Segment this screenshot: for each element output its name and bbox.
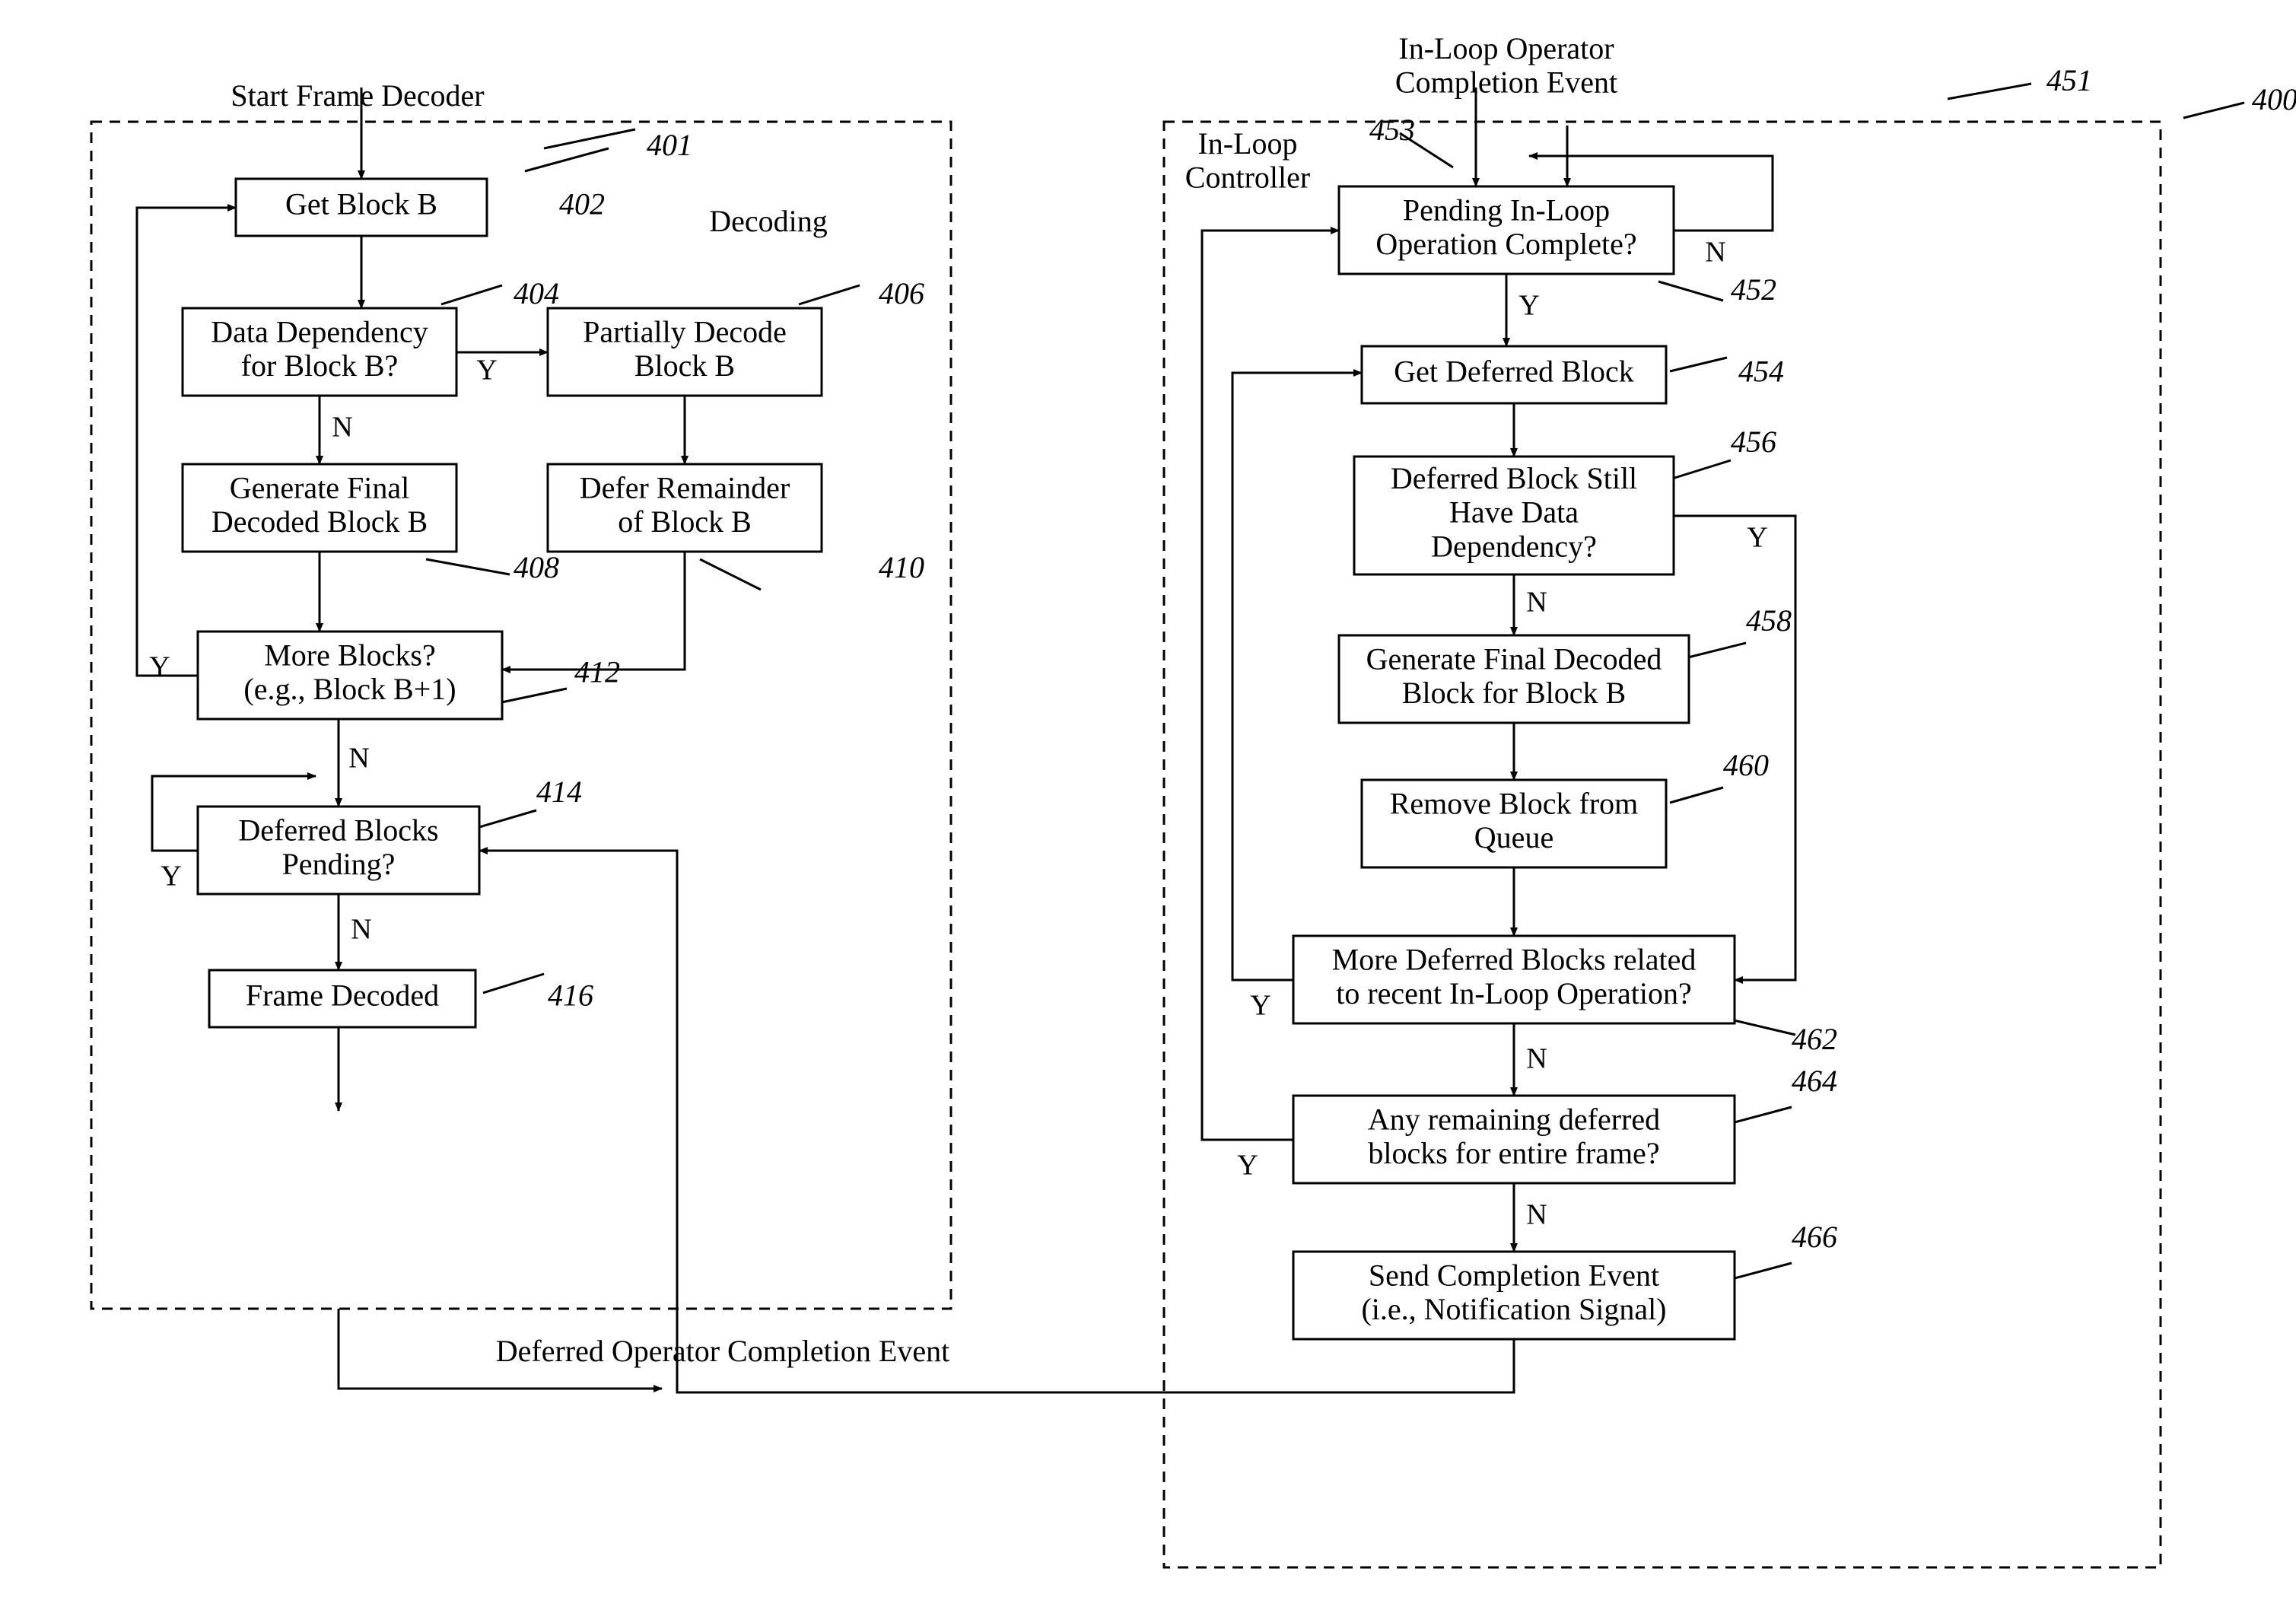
edge-label: N [1526,1199,1547,1231]
ref-456: 456 [1731,425,1776,459]
svg-text:Block for Block B: Block for Block B [1402,676,1626,710]
svg-text:to recent In-Loop Operation?: to recent In-Loop Operation? [1336,976,1692,1010]
svg-text:Pending?: Pending? [282,847,396,881]
svg-text:Deferred Operator Completion E: Deferred Operator Completion Event [496,1334,949,1368]
svg-text:Partially Decode: Partially Decode [583,314,787,348]
svg-text:Remove Block from: Remove Block from [1390,786,1639,820]
edge-label: Y [161,861,181,892]
svg-text:Completion Event: Completion Event [1395,65,1617,100]
edge-label: Y [476,355,497,387]
ref-464: 464 [1792,1064,1837,1098]
svg-text:In-Loop: In-Loop [1197,126,1297,161]
ref-400: 400 [2252,82,2296,116]
ref-416: 416 [548,978,593,1013]
svg-text:(i.e., Notification Signal): (i.e., Notification Signal) [1361,1292,1666,1326]
ref-414: 414 [536,775,582,809]
svg-text:Decoded Block B: Decoded Block B [211,504,428,539]
svg-text:Operation Complete?: Operation Complete? [1375,227,1636,261]
edge-label: Y [1237,1150,1258,1182]
flow-edge [137,208,236,676]
edge-label: Y [1518,290,1539,322]
edge-label: N [1705,237,1725,269]
svg-text:Frame Decoded: Frame Decoded [246,978,439,1013]
ref-404: 404 [514,276,559,310]
flowchart-diagram: Start Frame Decoder Decoding In-Loop Opera… [0,0,2296,1610]
svg-text:Get Block B: Get Block B [285,187,437,221]
svg-text:Deferred Block Still: Deferred Block Still [1391,461,1637,495]
ref-462: 462 [1792,1022,1837,1056]
edge-label: Y [1250,990,1270,1022]
svg-text:Start Frame Decoder: Start Frame Decoder [231,78,484,113]
ref-454: 454 [1738,355,1784,389]
svg-text:for Block B?: for Block B? [241,348,399,383]
edge-label: N [1526,587,1547,619]
ref-458: 458 [1746,603,1792,638]
ref-453: 453 [1369,113,1415,147]
svg-text:Defer Remainder: Defer Remainder [580,470,790,504]
svg-text:blocks for entire frame?: blocks for entire frame? [1368,1136,1659,1170]
svg-text:of Block B: of Block B [618,504,752,539]
svg-text:Get Deferred Block: Get Deferred Block [1394,355,1633,389]
svg-text:Block B: Block B [634,348,735,383]
ref-451: 451 [2046,63,2092,97]
ref-401: 401 [647,128,692,162]
ref-406: 406 [879,276,924,310]
ref-452: 452 [1731,272,1776,307]
ref-402: 402 [559,187,605,221]
svg-text:Data Dependency: Data Dependency [211,314,428,348]
svg-text:Generate Final Decoded: Generate Final Decoded [1366,641,1662,676]
svg-text:Dependency?: Dependency? [1431,529,1597,563]
ref-466: 466 [1792,1220,1837,1254]
edge-label: Y [149,651,170,683]
svg-text:Send Completion Event: Send Completion Event [1369,1258,1659,1292]
edge-label: N [348,743,369,775]
ref-412: 412 [574,655,620,689]
ref-408: 408 [514,550,559,584]
ref-460: 460 [1723,748,1769,782]
svg-text:(e.g., Block B+1): (e.g., Block B+1) [243,672,456,706]
edge-label: N [351,914,371,946]
svg-text:Controller: Controller [1185,161,1310,195]
svg-text:Queue: Queue [1474,820,1553,854]
edge-label: Y [1747,522,1767,554]
svg-text:Deferred Blocks: Deferred Blocks [238,813,438,847]
ref-410: 410 [879,550,924,584]
svg-text:More Blocks?: More Blocks? [264,638,436,672]
svg-text:Have Data: Have Data [1449,495,1579,530]
svg-text:More Deferred Blocks related: More Deferred Blocks related [1332,942,1697,976]
svg-text:Pending In-Loop: Pending In-Loop [1403,192,1610,227]
svg-text:Generate Final: Generate Final [230,470,410,504]
svg-text:Any remaining deferred: Any remaining deferred [1368,1102,1660,1136]
edge-label: N [1526,1043,1547,1075]
svg-text:Decoding: Decoding [709,204,828,238]
svg-text:In-Loop Operator: In-Loop Operator [1398,31,1614,65]
edge-label: N [332,412,352,444]
